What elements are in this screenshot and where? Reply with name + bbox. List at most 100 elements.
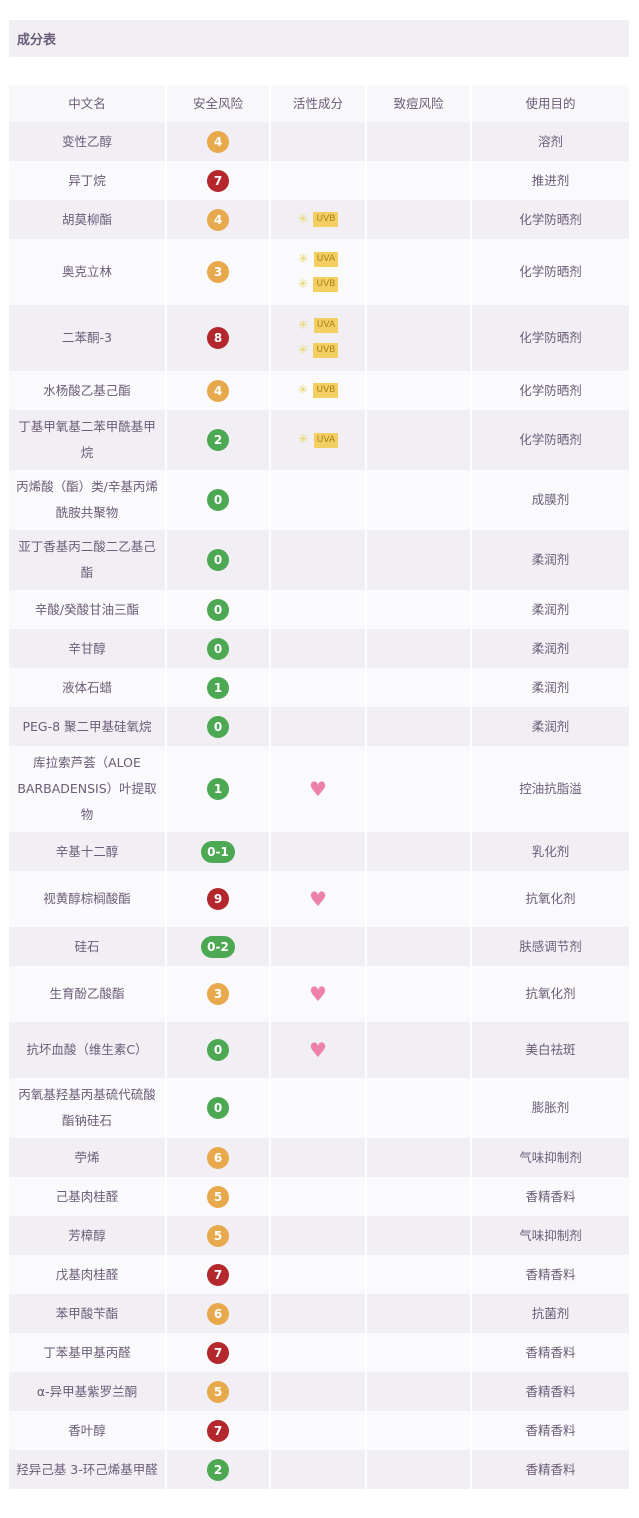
active-ingredient-cell: ♥ (270, 746, 367, 832)
purpose-cell: 香精香料 (471, 1255, 629, 1294)
safety-risk-cell: 7 (166, 161, 271, 200)
uv-protection: ✳ UVA (277, 313, 359, 338)
table-row: 芳樟醇 5 气味抑制剂 (9, 1216, 629, 1255)
acne-risk-cell (366, 1078, 472, 1138)
ingredient-name: 生育酚乙酸酯 (9, 966, 167, 1022)
purpose-cell: 柔润剂 (471, 590, 629, 629)
uv-tag: UVB (313, 212, 339, 227)
active-ingredient-cell (270, 1333, 367, 1372)
uv-tag: UVB (313, 343, 339, 358)
ingredient-name: 液体石蜡 (9, 668, 167, 707)
risk-badge: 3 (207, 261, 229, 283)
safety-risk-cell: 0 (166, 470, 271, 530)
risk-badge: 6 (207, 1146, 229, 1169)
table-header-row: 中文名 安全风险 活性成分 致痘风险 使用目的 (9, 85, 629, 122)
active-ingredient-cell: ✳ UVB (270, 371, 367, 410)
table-row: 生育酚乙酸酯 3 ♥ 抗氧化剂 (9, 966, 629, 1022)
heart-icon: ♥ (309, 1038, 327, 1062)
safety-risk-cell: 2 (166, 410, 271, 470)
purpose-cell: 香精香料 (471, 1450, 629, 1489)
risk-badge: 6 (207, 1302, 229, 1325)
sun-icon: ✳ (297, 251, 309, 267)
heart-icon: ♥ (309, 777, 327, 801)
active-ingredient-cell (270, 927, 367, 966)
uv-tag: UVA (313, 318, 339, 333)
uv-protection: ✳ UVA (277, 428, 359, 453)
acne-risk-cell (366, 530, 472, 590)
table-row: 抗坏血酸（维生素C） 0 ♥ 美白祛斑 (9, 1022, 629, 1078)
table-row: 苧烯 6 气味抑制剂 (9, 1138, 629, 1177)
ingredient-name: 丙氧基羟基丙基硫代硫酸酯钠硅石 (9, 1078, 167, 1138)
table-row: 液体石蜡 1 柔润剂 (9, 668, 629, 707)
header-acne-risk: 致痘风险 (366, 85, 472, 122)
purpose-cell: 化学防晒剂 (471, 371, 629, 410)
safety-risk-cell: 4 (166, 122, 271, 161)
acne-risk-cell (366, 1372, 472, 1411)
purpose-cell: 香精香料 (471, 1372, 629, 1411)
heart-icon: ♥ (309, 887, 327, 911)
ingredient-name: 丁苯基甲基丙醛 (9, 1333, 167, 1372)
risk-badge: 4 (207, 379, 229, 402)
ingredient-name: α-异甲基紫罗兰酮 (9, 1372, 167, 1411)
table-row: 丙氧基羟基丙基硫代硫酸酯钠硅石 0 膨胀剂 (9, 1078, 629, 1138)
active-ingredient-cell (270, 832, 367, 871)
safety-risk-cell: 1 (166, 668, 271, 707)
table-row: 丁苯基甲基丙醛 7 香精香料 (9, 1333, 629, 1372)
header-purpose: 使用目的 (471, 85, 629, 122)
acne-risk-cell (366, 871, 472, 927)
ingredient-name: 奥克立林 (9, 239, 167, 305)
acne-risk-cell (366, 832, 472, 871)
ingredient-name: 抗坏血酸（维生素C） (9, 1022, 167, 1078)
safety-risk-cell: 5 (166, 1216, 271, 1255)
acne-risk-cell (366, 1333, 472, 1372)
ingredient-name: 丁基甲氧基二苯甲酰基甲烷 (9, 410, 167, 470)
acne-risk-cell (366, 1294, 472, 1333)
risk-badge: 0 (207, 1039, 229, 1061)
risk-badge: 2 (207, 429, 229, 451)
active-ingredient-cell (270, 1255, 367, 1294)
ingredient-name: 香叶醇 (9, 1411, 167, 1450)
active-ingredient-cell (270, 590, 367, 629)
safety-risk-cell: 2 (166, 1450, 271, 1489)
ingredients-table: 中文名 安全风险 活性成分 致痘风险 使用目的 变性乙醇 4 溶剂 异丁烷 7 推进剂 胡莫… (9, 85, 629, 1489)
acne-risk-cell (366, 746, 472, 832)
safety-risk-cell: 7 (166, 1255, 271, 1294)
active-ingredient-cell (270, 629, 367, 668)
table-row: 戊基肉桂醛 7 香精香料 (9, 1255, 629, 1294)
safety-risk-cell: 0 (166, 707, 271, 746)
acne-risk-cell (366, 707, 472, 746)
purpose-cell: 抗氧化剂 (471, 966, 629, 1022)
safety-risk-cell: 9 (166, 871, 271, 927)
safety-risk-cell: 4 (166, 200, 271, 239)
uv-tag: UVB (313, 277, 339, 292)
uv-protection: ✳ UVB (277, 272, 359, 297)
safety-risk-cell: 5 (166, 1177, 271, 1216)
table-row: 库拉索芦荟（ALOE BARBADENSIS）叶提取物 1 ♥ 控油抗脂溢 (9, 746, 629, 832)
risk-badge: 7 (207, 1419, 229, 1442)
table-row: 辛基十二醇 0-1 乳化剂 (9, 832, 629, 871)
table-row: 苯甲酸苄酯 6 抗菌剂 (9, 1294, 629, 1333)
purpose-cell: 化学防晒剂 (471, 200, 629, 239)
purpose-cell: 乳化剂 (471, 832, 629, 871)
active-ingredient-cell (270, 1372, 367, 1411)
sun-icon: ✳ (297, 382, 309, 398)
safety-risk-cell: 0 (166, 590, 271, 629)
risk-badge: 5 (207, 1185, 229, 1208)
section-title: 成分表 (17, 33, 57, 48)
acne-risk-cell (366, 410, 472, 470)
table-row: 硅石 0-2 肤感调节剂 (9, 927, 629, 966)
acne-risk-cell (366, 668, 472, 707)
purpose-cell: 柔润剂 (471, 668, 629, 707)
risk-badge: 1 (207, 778, 229, 800)
active-ingredient-cell (270, 1411, 367, 1450)
purpose-cell: 气味抑制剂 (471, 1138, 629, 1177)
risk-badge: 0 (207, 715, 229, 738)
acne-risk-cell (366, 1450, 472, 1489)
ingredient-name: 苯甲酸苄酯 (9, 1294, 167, 1333)
table-row: 奥克立林 3 ✳ UVA ✳ UVB 化学防晒剂 (9, 239, 629, 305)
acne-risk-cell (366, 1022, 472, 1078)
active-ingredient-cell (270, 1216, 367, 1255)
active-ingredient-cell (270, 122, 367, 161)
risk-badge: 0 (207, 489, 229, 511)
purpose-cell: 柔润剂 (471, 707, 629, 746)
